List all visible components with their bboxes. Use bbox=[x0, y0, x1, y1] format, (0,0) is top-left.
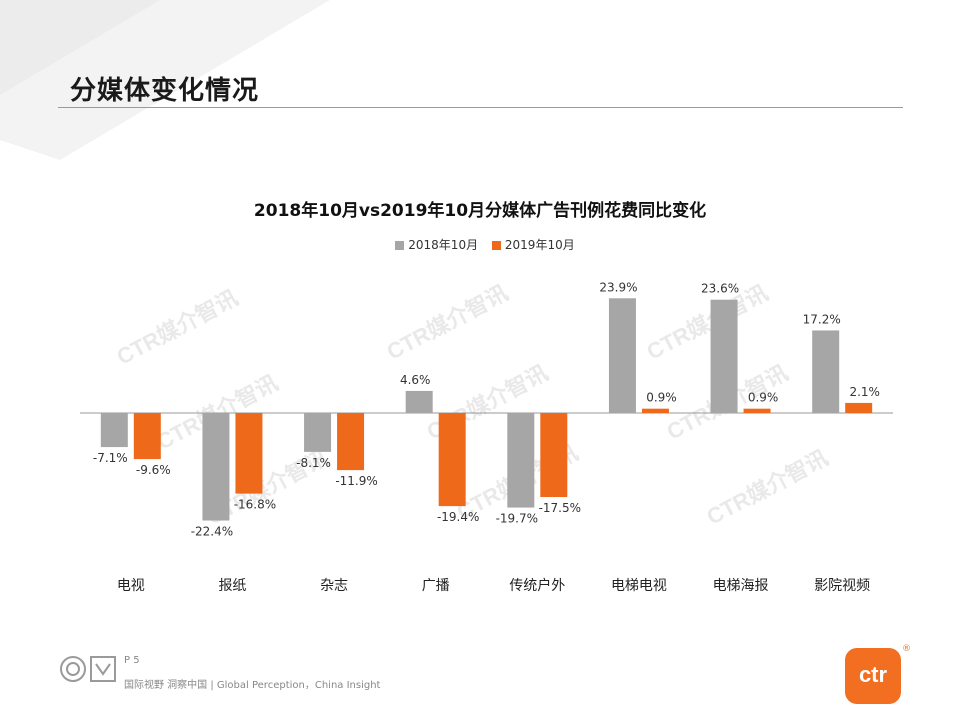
bar-2018-1 bbox=[202, 413, 230, 521]
bar-2019-2 bbox=[337, 413, 365, 471]
data-label: 4.6% bbox=[400, 373, 431, 387]
bar-2019-5 bbox=[641, 408, 669, 413]
category-label: 报纸 bbox=[218, 578, 246, 594]
bar-2018-4 bbox=[507, 413, 535, 508]
legend-label-2019: 2019年10月 bbox=[504, 238, 575, 252]
page-title: 分媒体变化情况 bbox=[70, 76, 260, 106]
bar-2018-6 bbox=[710, 299, 738, 413]
title-divider bbox=[58, 107, 903, 108]
page-number: P 5 bbox=[124, 655, 140, 666]
category-label: 广播 bbox=[422, 578, 450, 594]
bar-2018-7 bbox=[812, 330, 840, 413]
data-label: -22.4% bbox=[191, 525, 233, 539]
data-label: -19.4% bbox=[437, 510, 479, 524]
registered-mark: ® bbox=[902, 644, 911, 654]
legend-swatch-2018 bbox=[395, 241, 405, 250]
category-label: 电梯海报 bbox=[713, 578, 769, 594]
category-label: 杂志 bbox=[320, 578, 348, 594]
data-label: -9.6% bbox=[136, 463, 171, 477]
data-label: 0.9% bbox=[748, 391, 779, 405]
data-label: -17.5% bbox=[539, 501, 581, 515]
bar-2019-6 bbox=[743, 408, 771, 413]
category-label: 电视 bbox=[117, 578, 145, 594]
data-label: -19.7% bbox=[496, 512, 538, 526]
data-label: -7.1% bbox=[93, 451, 128, 465]
ctr-logo: ctr bbox=[845, 648, 901, 704]
legend-swatch-2019 bbox=[491, 241, 501, 250]
data-label: 0.9% bbox=[646, 391, 677, 405]
data-label: 2.1% bbox=[849, 385, 880, 399]
bar-2018-3 bbox=[405, 390, 433, 413]
chart-title: 2018年10月vs2019年10月分媒体广告刊例花费同比变化 bbox=[253, 201, 707, 221]
certification-logos bbox=[60, 656, 116, 682]
data-label: -11.9% bbox=[335, 474, 377, 488]
data-label: 23.9% bbox=[599, 280, 637, 294]
bar-2018-0 bbox=[100, 413, 128, 448]
bar-2019-1 bbox=[235, 413, 263, 494]
category-label: 影院视频 bbox=[814, 578, 870, 594]
data-label: 17.2% bbox=[803, 312, 841, 326]
bar-2019-0 bbox=[133, 413, 161, 460]
data-label: -16.8% bbox=[234, 498, 276, 512]
bar-2018-5 bbox=[608, 298, 636, 413]
bar-2019-4 bbox=[540, 413, 568, 497]
data-label: 23.6% bbox=[701, 282, 739, 296]
legend-label-2018: 2018年10月 bbox=[408, 238, 479, 252]
chart-legend: 2018年10月 2019年10月 bbox=[0, 236, 960, 253]
bar-2019-7 bbox=[845, 402, 873, 413]
bar-2019-3 bbox=[438, 413, 466, 507]
bar-2018-2 bbox=[304, 413, 332, 452]
footer-tagline: 国际视野 洞察中国 | Global Perception，China Insi… bbox=[124, 680, 381, 691]
category-label: 电梯电视 bbox=[611, 578, 667, 594]
data-label: -8.1% bbox=[296, 456, 331, 470]
category-label: 传统户外 bbox=[509, 577, 565, 594]
